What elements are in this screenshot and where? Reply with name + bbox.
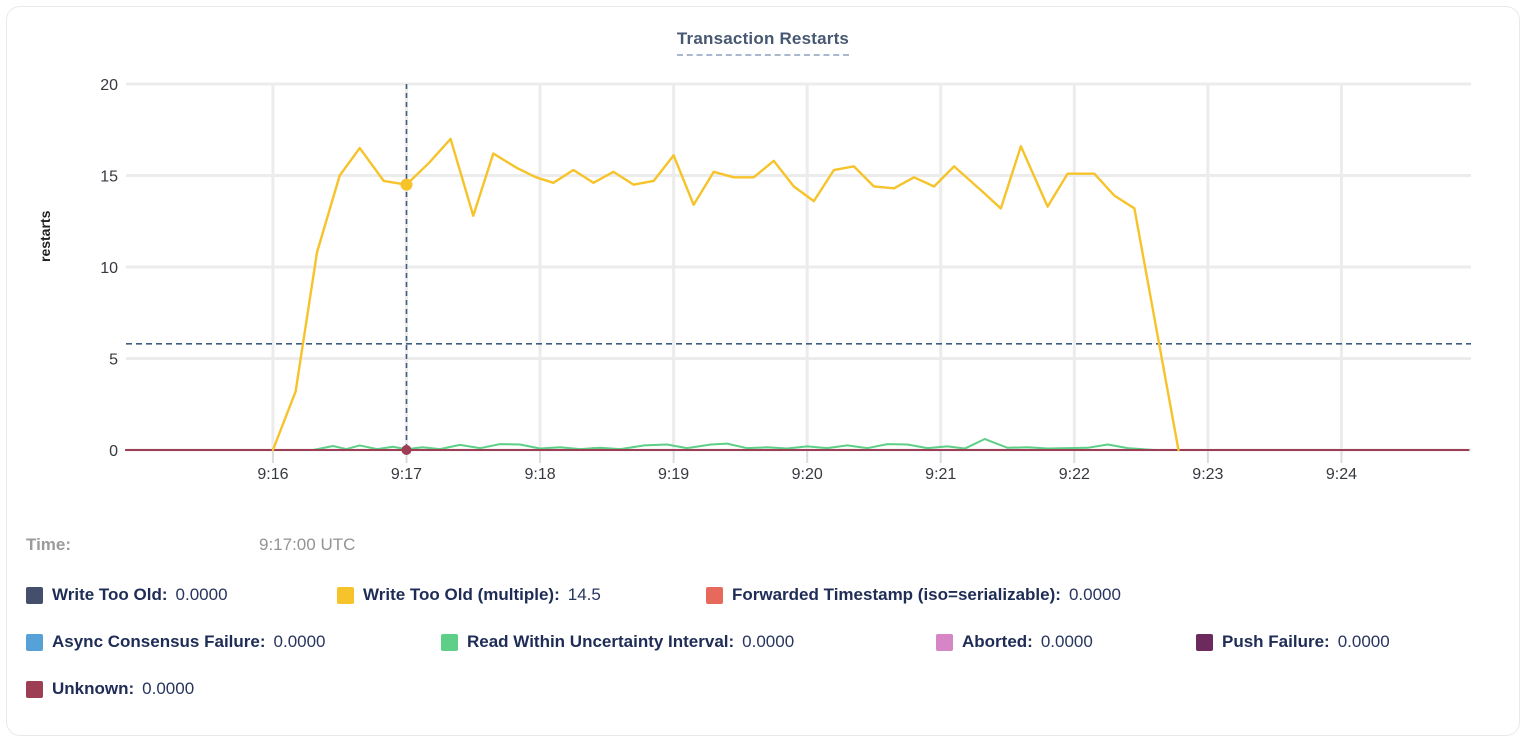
legend-swatch — [26, 680, 43, 698]
legend-swatch — [441, 633, 458, 651]
legend-item-write-too-old: Write Too Old: 0.0000 — [26, 585, 337, 605]
time-row: Time: 9:17:00 UTC — [26, 535, 355, 555]
y-axis-label: restarts — [37, 210, 53, 262]
legend-swatch — [1196, 633, 1213, 651]
y-tick-label: 20 — [100, 77, 118, 94]
legend-item-aborted: Aborted: 0.0000 — [936, 632, 1196, 652]
legend-swatch — [936, 633, 953, 651]
legend-row: Write Too Old: 0.0000 Write Too Old (multi… — [26, 583, 1503, 607]
series-line-read-within-uncertainty-interval — [311, 438, 1156, 451]
hover-point — [401, 445, 412, 455]
legend-series-value: 14.5 — [567, 585, 601, 604]
legend-series-name: Forwarded Timestamp (iso=serializable): — [732, 585, 1061, 604]
legend-item-async-consensus-failure: Async Consensus Failure: 0.0000 — [26, 632, 441, 652]
legend-series-value: 0.0000 — [1068, 585, 1121, 604]
legend-swatch — [337, 586, 354, 604]
x-tick-label: 9:20 — [792, 466, 823, 483]
x-tick-label: 9:22 — [1059, 466, 1090, 483]
legend-swatch — [26, 586, 43, 604]
legend-series-value: 0.0000 — [175, 585, 228, 604]
legend-swatch — [26, 633, 43, 651]
chart-legend: Write Too Old: 0.0000 Write Too Old (multi… — [26, 583, 1503, 724]
legend-series-name: Unknown: — [52, 679, 135, 698]
time-value: 9:17:00 UTC — [259, 535, 356, 554]
legend-item-unknown: Unknown: 0.0000 — [26, 679, 194, 699]
x-tick-label: 9:23 — [1192, 466, 1223, 483]
chart-card: 0 5 10 15 20 9:16 9:17 9:18 9:19 9:20 9:21 9:22 9:23… — [6, 6, 1520, 736]
legend-series-name: Read Within Uncertainty Interval: — [467, 632, 735, 651]
legend-series-name: Async Consensus Failure: — [52, 632, 266, 651]
transaction-restarts-chart[interactable]: 0 5 10 15 20 9:16 9:17 9:18 9:19 9:20 9:21 9:22 9:23… — [7, 7, 1521, 522]
legend-series-value: 0.0000 — [1040, 632, 1093, 651]
legend-series-value: 0.0000 — [742, 632, 795, 651]
y-tick-label: 15 — [100, 169, 118, 186]
legend-series-name: Write Too Old (multiple): — [363, 585, 560, 604]
x-tick-label: 9:17 — [391, 466, 422, 483]
legend-series-value: 0.0000 — [142, 679, 195, 698]
legend-series-name: Write Too Old: — [52, 585, 168, 604]
chart-title-wrap: Transaction Restarts — [7, 29, 1519, 56]
legend-series-value: 0.0000 — [1337, 632, 1390, 651]
legend-series-name: Push Failure: — [1222, 632, 1330, 651]
x-tick-label: 9:19 — [658, 466, 689, 483]
y-tick-label: 0 — [109, 443, 118, 460]
chart-title[interactable]: Transaction Restarts — [676, 29, 850, 56]
x-tick-label: 9:18 — [524, 466, 555, 483]
series-line-write-too-old-multiple- — [271, 137, 1180, 452]
y-tick-label: 10 — [100, 260, 118, 277]
legend-series-name: Aborted: — [962, 632, 1033, 651]
legend-item-push-failure: Push Failure: 0.0000 — [1196, 632, 1390, 652]
x-tick-label: 9:16 — [257, 466, 288, 483]
legend-item-read-within-uncertainty-interval: Read Within Uncertainty Interval: 0.0000 — [441, 632, 936, 652]
legend-series-value: 0.0000 — [273, 632, 326, 651]
legend-swatch — [706, 586, 723, 604]
legend-item-forwarded-timestamp-iso-serializable-: Forwarded Timestamp (iso=serializable): 0… — [706, 585, 1121, 605]
legend-row: Unknown: 0.0000 — [26, 677, 1503, 701]
x-tick-label: 9:21 — [925, 466, 956, 483]
legend-item-write-too-old-multiple-: Write Too Old (multiple): 14.5 — [337, 585, 706, 605]
time-label: Time: — [26, 535, 72, 554]
hover-point — [400, 178, 413, 191]
y-tick-label: 5 — [109, 352, 118, 369]
x-tick-label: 9:24 — [1326, 466, 1357, 483]
legend-row: Async Consensus Failure: 0.0000 Read Withi… — [26, 630, 1503, 654]
